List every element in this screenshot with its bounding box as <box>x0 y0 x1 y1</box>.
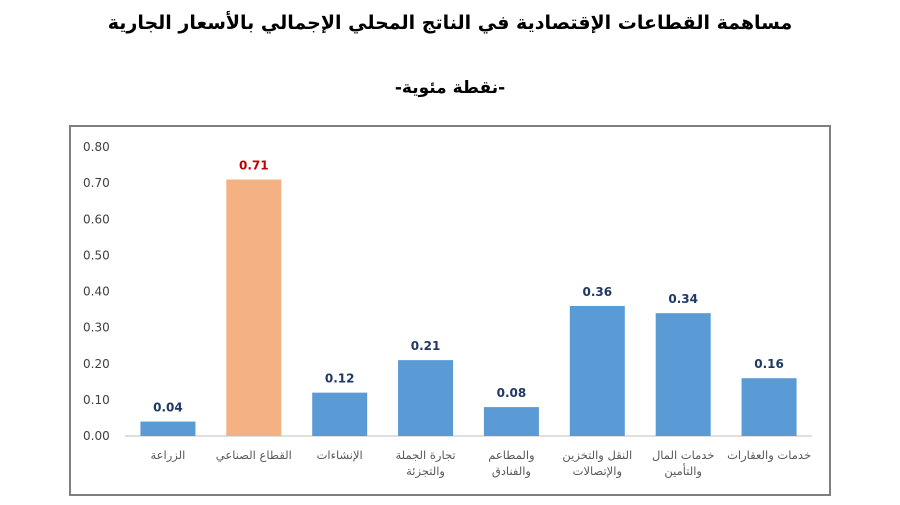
x-category-label: الإنشاءات <box>317 448 363 462</box>
x-category-label: الزراعة <box>151 448 186 463</box>
x-category-label: القطاع الصناعي <box>216 448 292 462</box>
bar <box>569 305 625 436</box>
x-category-label: والفنادق <box>492 464 531 479</box>
data-labels: 0.04 0.71 0.12 0.21 0.08 0.36 0.34 0.16 <box>153 159 784 415</box>
y-tick-label: 0.30 <box>83 321 110 335</box>
bar <box>226 179 282 436</box>
x-axis-categories: الزراعة القطاع الصناعي الإنشاءات تجارة الجم… <box>151 448 812 479</box>
x-category-label: خدمات المال <box>652 448 715 462</box>
chart-title: مساهمة القطاعات الإقتصادية في الناتج الم… <box>107 12 793 34</box>
x-category-label: والتجزئة <box>406 464 445 479</box>
x-category-label: والتأمين <box>664 463 702 479</box>
x-category-label: خدمات والعقارات <box>727 448 811 463</box>
bar <box>655 313 711 436</box>
y-tick-label: 0.70 <box>83 176 110 190</box>
y-tick-label: 0.40 <box>83 285 110 299</box>
y-tick-label: 0.80 <box>83 140 110 154</box>
data-label: 0.12 <box>325 372 355 386</box>
x-category-label: النقل والتخزين <box>562 448 632 463</box>
bar <box>398 360 454 436</box>
x-category-label: والمطاعم <box>488 448 534 463</box>
y-tick-label: 0.20 <box>83 357 110 371</box>
y-axis: 0.00 0.10 0.20 0.30 0.40 0.50 0.60 0.70 0.80 <box>83 140 110 443</box>
data-label: 0.21 <box>411 339 441 353</box>
y-tick-label: 0.50 <box>83 248 110 262</box>
data-label: 0.16 <box>754 357 784 371</box>
y-tick-label: 0.00 <box>83 429 110 443</box>
data-label: 0.34 <box>668 292 698 306</box>
bar <box>312 392 368 436</box>
data-label: 0.71 <box>239 159 269 173</box>
chart-subtitle: -نقطة مئوية- <box>394 78 506 98</box>
data-label: 0.04 <box>153 401 183 415</box>
x-category-label: والإتصالات <box>573 464 622 479</box>
data-label: 0.08 <box>497 386 527 400</box>
bar <box>140 421 196 436</box>
y-tick-label: 0.60 <box>83 212 110 226</box>
x-category-label: تجارة الجملة <box>396 448 456 463</box>
data-label: 0.36 <box>583 285 613 299</box>
y-tick-label: 0.10 <box>83 393 110 407</box>
bars <box>140 179 797 436</box>
bar <box>483 407 539 436</box>
bar <box>741 378 797 436</box>
